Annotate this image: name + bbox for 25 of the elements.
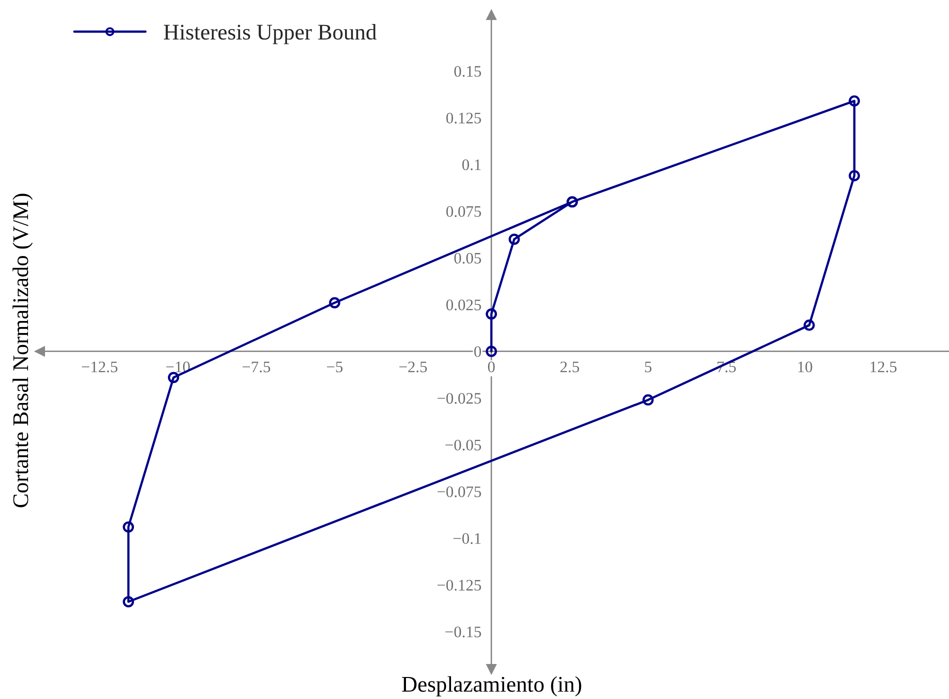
- y-tick-label: 0.1: [462, 159, 481, 170]
- y-tick-label: 0.05: [454, 252, 482, 264]
- x-tick-label: 0: [488, 362, 495, 372]
- x-axis-title: Desplazamiento (in): [402, 676, 582, 696]
- x-tick-label: −5: [326, 362, 343, 372]
- x-tick-label: −12.5: [82, 362, 118, 372]
- y-tick-label: −0.125: [437, 580, 482, 591]
- y-tick-label: 0.125: [446, 112, 482, 124]
- y-axis-title: Cortante Basal Normalizado (V/M): [12, 194, 33, 508]
- y-tick-label: −0.025: [437, 392, 482, 404]
- y-tick-label: −0.075: [437, 486, 482, 498]
- y-tick-label: −0.1: [453, 533, 481, 544]
- x-tick-label: −7.5: [242, 362, 270, 372]
- x-tick-label: 2.5: [560, 362, 580, 372]
- y-tick-label: 0.15: [454, 66, 482, 77]
- x-tick-label: 5: [645, 362, 652, 372]
- y-tick-label: −0.05: [445, 440, 482, 451]
- y-tick-label: 0.025: [446, 300, 482, 310]
- y-tick-label: −0.15: [445, 626, 482, 638]
- legend-label: Histeresis Upper Bound: [164, 24, 377, 44]
- y-tick-label: 0.075: [446, 206, 482, 217]
- x-tick-label: 10: [798, 362, 812, 372]
- x-tick-label: −2.5: [399, 362, 427, 372]
- x-tick-label: 12.5: [870, 362, 897, 372]
- y-tick-label: 0: [474, 346, 482, 358]
